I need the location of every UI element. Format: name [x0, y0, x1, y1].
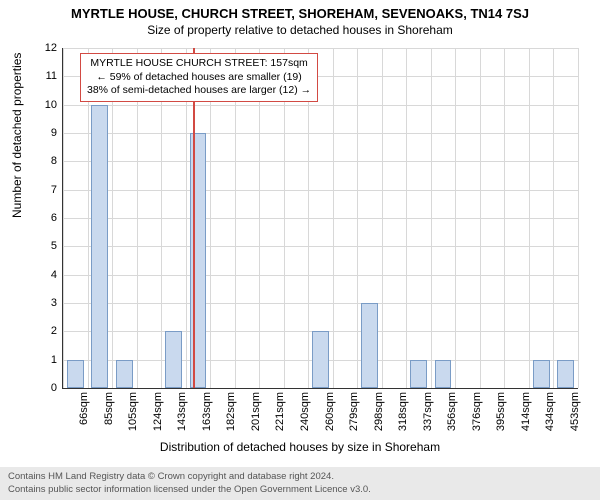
chart-subtitle: Size of property relative to detached ho…: [0, 21, 600, 37]
x-tick-label: 453sqm: [569, 392, 581, 431]
x-tick-label: 240sqm: [299, 392, 311, 431]
gridline-vertical: [63, 48, 64, 388]
y-tick-label: 0: [37, 382, 57, 394]
histogram-bar: [91, 105, 108, 388]
chart-area: MYRTLE HOUSE CHURCH STREET: 157sqm ← 59%…: [62, 48, 577, 388]
x-axis-label: Distribution of detached houses by size …: [0, 440, 600, 454]
gridline-horizontal: [63, 105, 578, 106]
gridline-vertical: [382, 48, 383, 388]
x-tick-label: 279sqm: [348, 392, 360, 431]
histogram-bar: [557, 360, 574, 388]
gridline-horizontal: [63, 48, 578, 49]
gridline-horizontal: [63, 303, 578, 304]
footer-line2: Contains public sector information licen…: [8, 484, 592, 496]
x-tick-label: 414sqm: [520, 392, 532, 431]
gridline-horizontal: [63, 133, 578, 134]
y-tick-label: 2: [37, 325, 57, 337]
annotation-box: MYRTLE HOUSE CHURCH STREET: 157sqm ← 59%…: [80, 53, 318, 102]
y-tick-label: 7: [37, 184, 57, 196]
y-tick-label: 6: [37, 212, 57, 224]
x-tick-label: 395sqm: [495, 392, 507, 431]
x-tick-label: 376sqm: [471, 392, 483, 431]
y-tick-label: 8: [37, 155, 57, 167]
footer-line1: Contains HM Land Registry data © Crown c…: [8, 471, 592, 483]
gridline-vertical: [406, 48, 407, 388]
gridline-horizontal: [63, 218, 578, 219]
annotation-line2: ← 59% of detached houses are smaller (19…: [87, 71, 311, 85]
annotation-line1: MYRTLE HOUSE CHURCH STREET: 157sqm: [87, 57, 311, 71]
chart-title: MYRTLE HOUSE, CHURCH STREET, SHOREHAM, S…: [0, 0, 600, 21]
x-tick-label: 85sqm: [103, 392, 115, 425]
y-axis-label: Number of detached properties: [10, 53, 24, 218]
annotation-line3: 38% of semi-detached houses are larger (…: [87, 84, 311, 98]
gridline-horizontal: [63, 190, 578, 191]
y-tick-label: 9: [37, 127, 57, 139]
histogram-bar: [165, 331, 182, 388]
y-tick-label: 4: [37, 269, 57, 281]
gridline-vertical: [529, 48, 530, 388]
x-tick-label: 298sqm: [373, 392, 385, 431]
y-tick-label: 11: [37, 70, 57, 82]
gridline-vertical: [455, 48, 456, 388]
x-tick-label: 201sqm: [250, 392, 262, 431]
histogram-bar: [67, 360, 84, 388]
x-tick-label: 434sqm: [544, 392, 556, 431]
histogram-bar: [361, 303, 378, 388]
histogram-bar: [435, 360, 452, 388]
gridline-vertical: [553, 48, 554, 388]
x-tick-label: 124sqm: [152, 392, 164, 431]
gridline-horizontal: [63, 275, 578, 276]
x-tick-label: 182sqm: [225, 392, 237, 431]
histogram-bar: [312, 331, 329, 388]
gridline-horizontal: [63, 246, 578, 247]
gridline-vertical: [333, 48, 334, 388]
x-tick-label: 337sqm: [422, 392, 434, 431]
gridline-vertical: [504, 48, 505, 388]
y-tick-label: 10: [37, 99, 57, 111]
y-tick-label: 1: [37, 354, 57, 366]
x-tick-label: 143sqm: [176, 392, 188, 431]
y-tick-label: 12: [37, 42, 57, 54]
x-tick-label: 318sqm: [397, 392, 409, 431]
chart-container: MYRTLE HOUSE, CHURCH STREET, SHOREHAM, S…: [0, 0, 600, 500]
x-tick-label: 163sqm: [201, 392, 213, 431]
histogram-bar: [410, 360, 427, 388]
gridline-vertical: [357, 48, 358, 388]
y-tick-label: 3: [37, 297, 57, 309]
histogram-bar: [116, 360, 133, 388]
x-tick-label: 66sqm: [78, 392, 90, 425]
footer: Contains HM Land Registry data © Crown c…: [0, 467, 600, 500]
gridline-horizontal: [63, 161, 578, 162]
x-tick-label: 260sqm: [324, 392, 336, 431]
y-tick-label: 5: [37, 240, 57, 252]
histogram-bar: [533, 360, 550, 388]
x-tick-label: 221sqm: [274, 392, 286, 431]
gridline-vertical: [431, 48, 432, 388]
gridline-vertical: [578, 48, 579, 388]
gridline-vertical: [480, 48, 481, 388]
x-tick-label: 356sqm: [446, 392, 458, 431]
x-tick-label: 105sqm: [127, 392, 139, 431]
